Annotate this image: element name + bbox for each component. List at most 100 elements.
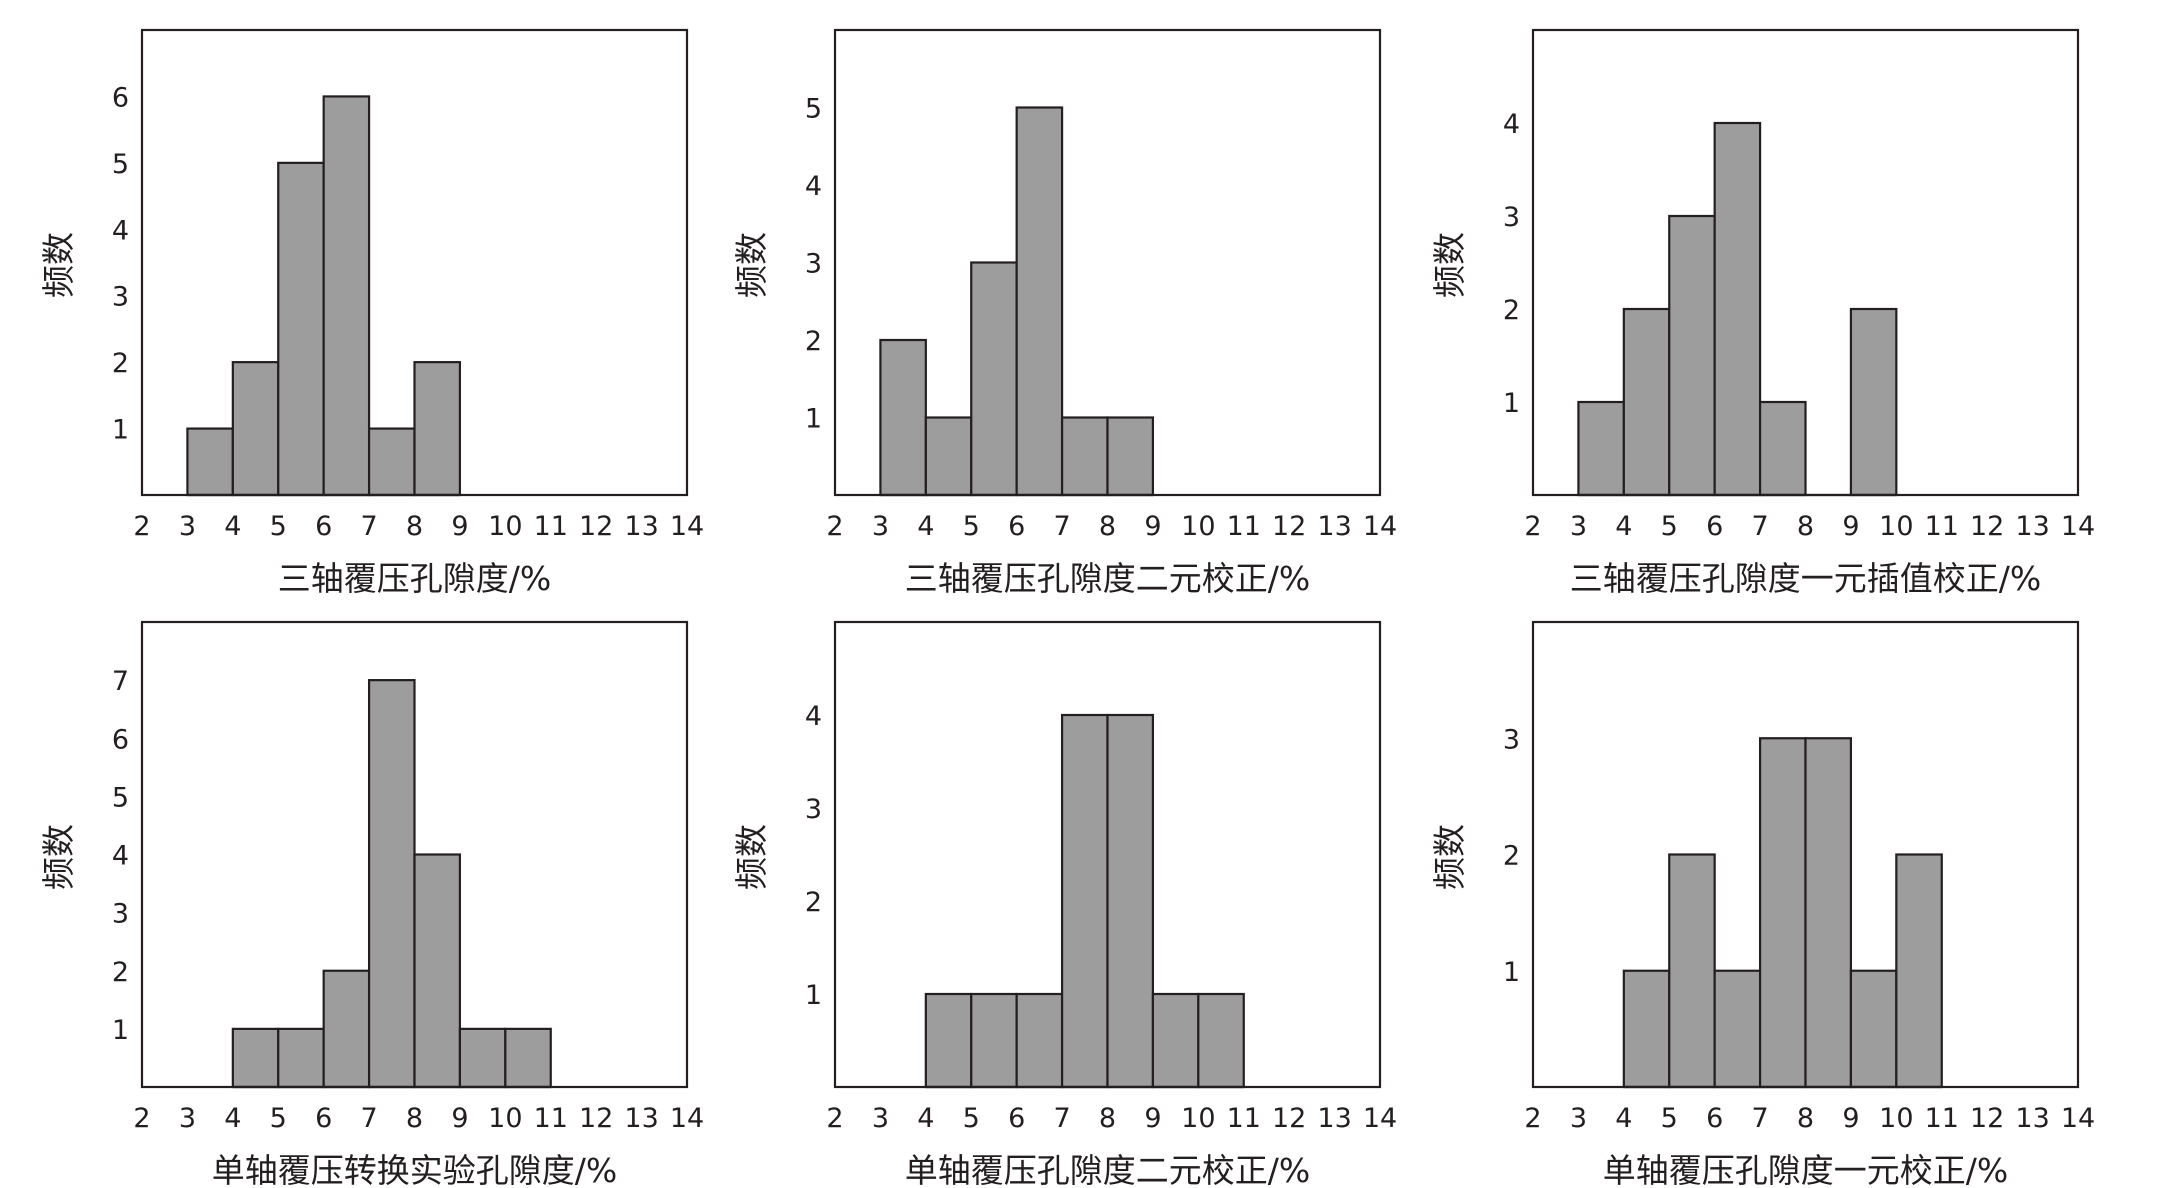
y-tick-label: 1 xyxy=(805,980,822,1011)
x-tick-label: 14 xyxy=(2061,511,2095,542)
x-tick-label: 13 xyxy=(1317,1103,1351,1134)
x-axis-label: 三轴覆压孔隙度/% xyxy=(278,559,551,598)
x-tick-label: 9 xyxy=(1144,1103,1161,1134)
histogram-bar xyxy=(1622,307,1671,497)
x-tick-label: 10 xyxy=(488,1103,522,1134)
x-tick-label: 11 xyxy=(534,1103,568,1134)
histogram-bar xyxy=(458,1027,507,1089)
y-axis-label: 频数 xyxy=(39,824,78,890)
x-tick-label: 12 xyxy=(1272,1103,1306,1134)
x-tick-label: 10 xyxy=(1879,511,1913,542)
histogram-bar xyxy=(231,361,280,497)
x-tick-label: 3 xyxy=(1570,1103,1587,1134)
x-tick-label: 2 xyxy=(1524,1103,1541,1134)
y-axis-label: 频数 xyxy=(39,232,78,298)
histogram-bar xyxy=(413,361,462,497)
x-tick-label: 9 xyxy=(1144,511,1161,542)
y-axis-label: 频数 xyxy=(1430,232,1469,298)
x-tick-label: 9 xyxy=(1842,511,1859,542)
histogram-bar xyxy=(1895,853,1943,1089)
x-tick-label: 13 xyxy=(624,511,658,542)
histogram-bar xyxy=(1015,106,1064,497)
x-tick-label: 2 xyxy=(1524,511,1541,542)
x-tick-label: 5 xyxy=(1661,1103,1678,1134)
x-tick-label: 7 xyxy=(1053,511,1070,542)
histogram-bar xyxy=(322,969,371,1089)
x-tick-label: 14 xyxy=(2061,1103,2095,1134)
x-tick-label: 14 xyxy=(670,511,704,542)
histogram-bar xyxy=(1668,853,1716,1089)
y-tick-label: 6 xyxy=(112,724,129,755)
x-axis-label: 单轴覆压孔隙度二元校正/% xyxy=(905,1151,1310,1188)
x-tick-label: 4 xyxy=(1615,511,1632,542)
y-tick-label: 3 xyxy=(112,282,129,313)
histogram-bar xyxy=(1015,992,1064,1089)
x-tick-label: 8 xyxy=(1099,1103,1116,1134)
histogram-bar xyxy=(1713,121,1762,497)
y-tick-label: 5 xyxy=(112,149,129,180)
x-tick-label: 2 xyxy=(133,511,150,542)
histogram-bar xyxy=(322,95,371,497)
histogram-bar xyxy=(970,992,1018,1089)
y-tick-label: 3 xyxy=(805,794,822,825)
x-tick-label: 12 xyxy=(1970,511,2004,542)
y-tick-label: 3 xyxy=(805,249,822,280)
x-tick-label: 4 xyxy=(917,1103,934,1134)
histogram-bar xyxy=(924,416,973,497)
x-tick-label: 9 xyxy=(1842,1103,1859,1134)
histogram-bar xyxy=(1060,713,1109,1089)
histogram-bar xyxy=(1622,969,1671,1089)
x-tick-label: 14 xyxy=(1363,1103,1397,1134)
x-tick-label: 8 xyxy=(1797,511,1814,542)
histogram-bar xyxy=(1804,737,1853,1089)
y-tick-label: 3 xyxy=(1503,202,1520,233)
x-axis-label: 单轴覆压孔隙度一元校正/% xyxy=(1603,1151,2008,1188)
x-tick-label: 13 xyxy=(2015,1103,2049,1134)
y-tick-label: 1 xyxy=(1503,957,1520,988)
y-axis-label: 频数 xyxy=(1430,824,1469,890)
x-tick-label: 12 xyxy=(1272,511,1306,542)
y-tick-label: 1 xyxy=(1503,388,1520,419)
x-tick-label: 3 xyxy=(179,511,196,542)
x-axis-label: 三轴覆压孔隙度二元校正/% xyxy=(905,559,1310,598)
x-tick-label: 5 xyxy=(963,511,980,542)
histogram-bar xyxy=(186,427,234,497)
x-tick-label: 3 xyxy=(872,1103,889,1134)
x-tick-label: 9 xyxy=(451,511,468,542)
x-tick-label: 2 xyxy=(133,1103,150,1134)
y-tick-label: 7 xyxy=(112,666,129,697)
x-tick-label: 4 xyxy=(917,511,934,542)
x-tick-label: 12 xyxy=(1970,1103,2004,1134)
histogram-bar xyxy=(1577,400,1625,497)
histogram-bar xyxy=(1151,992,1200,1089)
x-tick-label: 10 xyxy=(1181,511,1215,542)
plot-frame xyxy=(833,28,1382,497)
histogram-bar xyxy=(504,1027,552,1089)
x-tick-label: 14 xyxy=(670,1103,704,1134)
y-tick-label: 5 xyxy=(805,94,822,125)
x-tick-label: 13 xyxy=(1317,511,1351,542)
y-tick-label: 4 xyxy=(112,215,129,246)
x-tick-label: 5 xyxy=(270,511,287,542)
x-tick-label: 7 xyxy=(360,511,377,542)
x-tick-label: 6 xyxy=(1008,511,1025,542)
histogram-bar xyxy=(970,261,1018,497)
histogram-bar xyxy=(1758,737,1807,1089)
y-tick-label: 1 xyxy=(112,415,129,446)
histogram-bar xyxy=(1713,969,1762,1089)
x-tick-label: 11 xyxy=(1925,1103,1959,1134)
plot-frame xyxy=(140,28,689,497)
x-tick-label: 5 xyxy=(1661,511,1678,542)
y-tick-label: 2 xyxy=(805,887,822,918)
histogram-bar xyxy=(1106,713,1155,1089)
x-tick-label: 14 xyxy=(1363,511,1397,542)
y-axis-label: 频数 xyxy=(732,824,771,890)
y-tick-label: 4 xyxy=(112,841,129,872)
histogram-bar xyxy=(1060,416,1109,497)
